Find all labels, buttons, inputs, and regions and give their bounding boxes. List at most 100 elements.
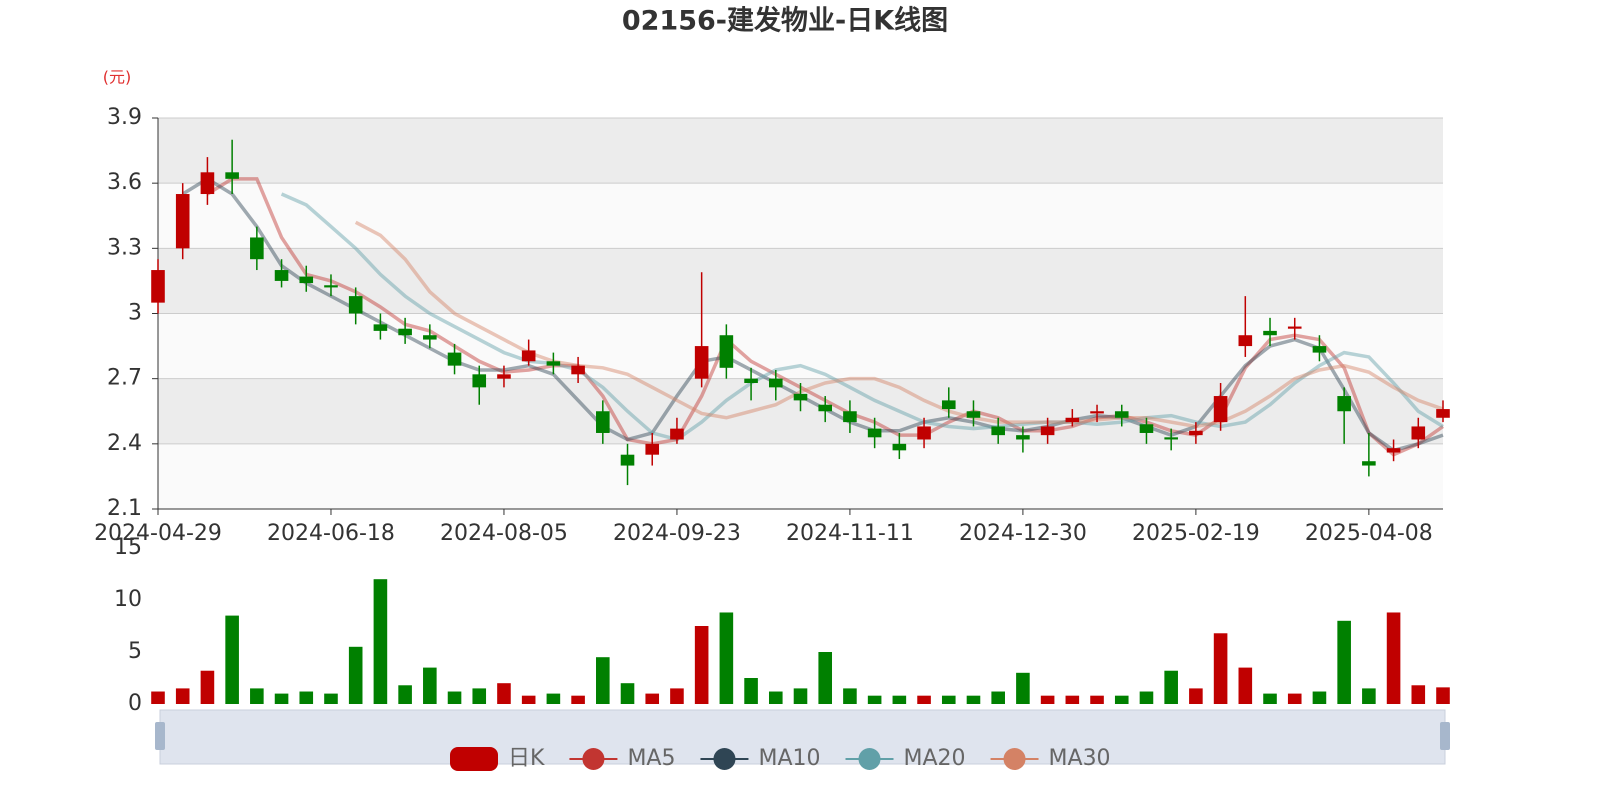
candle-body (1238, 335, 1253, 347)
candle-body (299, 276, 314, 284)
zoom-handle[interactable] (1440, 722, 1450, 750)
volume-bar (1287, 693, 1302, 704)
grid-band (158, 443, 1443, 509)
volume-tick-label: 0 (128, 691, 142, 716)
volume-bar (423, 667, 437, 704)
legend-swatch (713, 748, 736, 770)
x-tick-label: 2024-11-11 (786, 521, 914, 546)
volume-bar (324, 693, 338, 704)
grid-band (158, 118, 1443, 184)
y-tick-label: 3.6 (107, 170, 142, 195)
volume-bar (1114, 695, 1129, 704)
candle-body (818, 404, 833, 412)
volume-bar (744, 678, 758, 704)
legend-label[interactable]: MA5 (627, 746, 675, 771)
candle-body (348, 296, 363, 314)
candle-body (1139, 424, 1154, 433)
volume-bar (1386, 612, 1401, 704)
candle-body (843, 411, 857, 423)
volume-bar (225, 615, 239, 704)
volume-bar (694, 626, 709, 704)
candle-body (744, 378, 758, 384)
volume-bar (1189, 688, 1203, 704)
volume-bar (398, 685, 412, 704)
legend-swatch (582, 748, 605, 770)
candle-body (521, 350, 536, 362)
volume-tick-label: 10 (114, 587, 142, 612)
grid-band (158, 248, 1443, 314)
candle-body (620, 454, 635, 466)
volume-bar (818, 652, 833, 704)
volume-bar (645, 693, 660, 704)
volume-bar (1362, 688, 1376, 704)
x-tick-label: 2024-04-29 (94, 521, 222, 546)
volume-bar (670, 688, 684, 704)
legend-label[interactable]: 日K (508, 746, 545, 771)
candle-body (1090, 411, 1104, 414)
volume-bar (1139, 691, 1154, 704)
candle-body (1189, 430, 1203, 436)
volume-bar (1312, 691, 1327, 704)
volume-bar (497, 683, 511, 704)
y-tick-label: 2.7 (107, 366, 142, 391)
candle-body (1337, 396, 1351, 412)
volume-bar (546, 693, 561, 704)
grid-band (158, 183, 1443, 249)
candle-body (1263, 330, 1277, 336)
candle-body (1164, 437, 1178, 440)
y-unit: (元) (103, 68, 132, 87)
volume-bar (596, 657, 610, 704)
legend-label[interactable]: MA20 (904, 746, 966, 771)
candle-body (1213, 396, 1228, 423)
volume-bar (1213, 633, 1228, 704)
y-tick-label: 3 (128, 301, 142, 326)
candle-body (719, 335, 734, 368)
x-tick-label: 2024-08-05 (440, 521, 568, 546)
candle-body (151, 270, 165, 303)
volume-tick-label: 5 (128, 639, 142, 664)
x-tick-label: 2024-06-18 (267, 521, 395, 546)
y-tick-label: 2.1 (107, 496, 142, 521)
volume-bar (1040, 695, 1055, 704)
y-tick-label: 2.4 (107, 431, 142, 456)
volume-bar (1436, 687, 1450, 704)
volume-bar (843, 688, 857, 704)
volume-bar (1263, 693, 1277, 704)
candle-body (867, 428, 882, 438)
volume-bar (175, 688, 190, 704)
legend-label[interactable]: MA10 (758, 746, 820, 771)
candle-body (991, 426, 1005, 436)
legend-swatch (450, 747, 498, 771)
volume-bar (200, 670, 215, 704)
ma-line (181, 176, 1444, 453)
candle-body (447, 352, 462, 366)
volume-bar (620, 683, 635, 704)
ma-line (280, 192, 1444, 442)
candle-body (497, 374, 511, 379)
volume-bar (892, 695, 907, 704)
candle-body (892, 443, 907, 451)
zoom-handle[interactable] (155, 722, 165, 750)
volume-bar (521, 695, 536, 704)
volume-bar (719, 612, 734, 704)
grid-band (158, 313, 1443, 379)
x-tick-label: 2024-12-30 (959, 521, 1087, 546)
volume-bar (1337, 620, 1351, 704)
legend-label[interactable]: MA30 (1049, 746, 1111, 771)
volume-bar (1090, 695, 1104, 704)
volume-bar (348, 646, 363, 704)
candle-body (768, 378, 783, 388)
volume-bar (966, 695, 981, 704)
y-tick-label: 3.9 (107, 105, 142, 130)
candle-body (1362, 461, 1376, 466)
candle-body (571, 365, 585, 375)
candle-body (1436, 409, 1450, 418)
candle-body (1312, 346, 1327, 353)
volume-bar (867, 695, 882, 704)
candle-body (1016, 435, 1030, 440)
volume-bar (571, 695, 585, 704)
candle-body (324, 285, 338, 288)
volume-bar (373, 579, 388, 704)
volume-bar (941, 695, 956, 704)
